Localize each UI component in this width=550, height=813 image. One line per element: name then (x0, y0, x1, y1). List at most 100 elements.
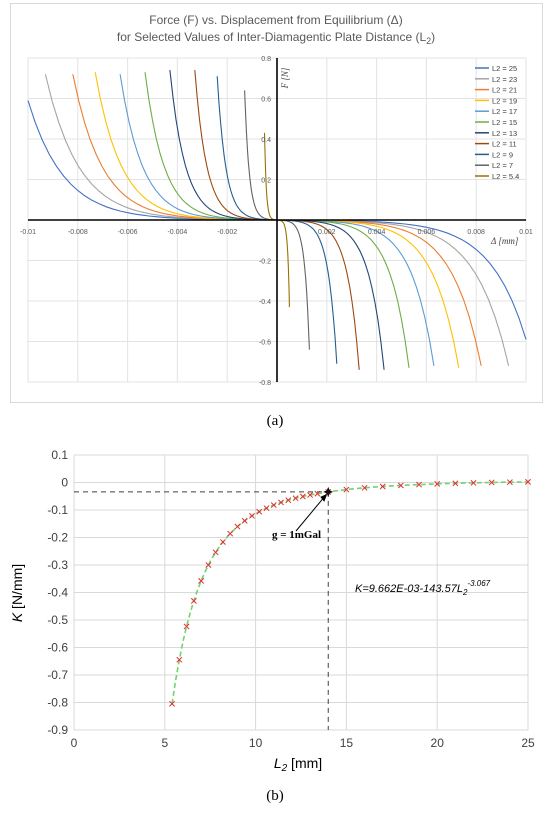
chart-b-marker-stroke (299, 493, 306, 500)
chart-b-marker-stroke (241, 517, 248, 524)
chart-b-marker-stroke (169, 700, 176, 707)
chart-b-data-point (205, 562, 212, 569)
chart-b-y-tick-label: -0.3 (47, 558, 68, 572)
chart-b-data-point (416, 481, 422, 488)
chart-b-data-point (263, 505, 270, 512)
chart-b-marker-stroke (379, 483, 386, 490)
chart-b-marker-stroke (343, 486, 350, 493)
chart-b-marker-stroke (299, 493, 306, 500)
chart-a-y-tick-label: 0.6 (261, 97, 271, 104)
chart-a-legend-label: L2 = 19 (492, 96, 517, 105)
chart-b-marker-stroke (249, 512, 255, 519)
chart-b-equation-sup: -3.067 (467, 579, 490, 588)
chart-b-equation: K=9.662E-03-143.57L2-3.067 (355, 579, 491, 597)
chart-b-y-tick-label: 0.1 (51, 448, 68, 462)
chart-b-marker-stroke (219, 539, 226, 545)
chart-a-legend-label: L2 = 11 (492, 140, 517, 149)
chart-a-tick-labels: -0.01 -0.008 -0.006 -0.004 -0.002 0.002 0.004 0… (20, 56, 533, 387)
chart-b-marker-stroke (285, 497, 292, 504)
chart-b-marker-stroke (256, 508, 263, 515)
chart-a-y-tick-label: -0.4 (259, 299, 271, 306)
chart-a-legend-label: L2 = 17 (492, 107, 517, 116)
chart-a-title-line2: for Selected Values of Inter-Diamagentic… (117, 30, 435, 46)
chart-b-x-tick-label: 15 (340, 736, 354, 750)
chart-b-marker-stroke (397, 482, 404, 489)
chart-b-marker-stroke (452, 480, 459, 487)
chart-a-y-axis-label: F [N] (280, 67, 290, 89)
chart-b-marker-stroke (234, 523, 241, 530)
chart-b-annotation-label: g = 1mGal (272, 529, 321, 541)
chart-b-marker-stroke (205, 562, 212, 569)
chart-a-x-tick-label: 0.008 (467, 229, 485, 236)
chart-b-marker-stroke (227, 530, 234, 537)
chart-b-marker-stroke (416, 481, 422, 488)
chart-a-x-tick-label: -0.006 (118, 229, 138, 236)
chart-a-legend-label: L2 = 15 (492, 118, 517, 127)
chart-b-marker-stroke (241, 517, 248, 524)
chart-b-marker-stroke (278, 499, 284, 506)
chart-b-data-point (285, 497, 292, 504)
chart-b-marker-stroke (325, 488, 332, 495)
chart-b-y-axis-label-unit: [N/mm] (9, 564, 25, 613)
chart-b-data-point (241, 517, 248, 524)
chart-a-x-tick-label: -0.002 (217, 229, 237, 236)
chart-a-x-axis-label: Δ [mm] (490, 236, 519, 246)
chart-b-data-point (183, 623, 190, 630)
chart-b-x-tick-label: 10 (249, 736, 263, 750)
chart-b-marker-stroke (452, 480, 459, 487)
chart-b-marker-stroke (198, 577, 205, 584)
chart-a: Force (F) vs. Displacement from Equilibr… (20, 13, 533, 387)
chart-b-x-tick-label: 5 (161, 736, 168, 750)
chart-b-marker-stroke (506, 479, 513, 486)
chart-a-x-tick-label: 0.01 (519, 229, 533, 236)
chart-b-marker-stroke (488, 479, 495, 486)
chart-a-y-tick-label: -0.2 (259, 259, 271, 266)
chart-b-data-point (190, 597, 197, 604)
chart-a-legend-label: L2 = 23 (492, 75, 517, 84)
chart-a-title-line2-main: for Selected Values of Inter-Diamagentic… (117, 30, 427, 44)
chart-b-data-point (343, 486, 350, 493)
chart-b-data-point (307, 492, 314, 498)
chart-b-marker-stroke (176, 656, 183, 663)
chart-b-marker-stroke (292, 495, 299, 502)
chart-a-legend-label: L2 = 25 (492, 64, 517, 73)
chart-a-x-tick-label: 0.006 (418, 229, 436, 236)
chart-b-marker-stroke (190, 597, 197, 604)
chart-b-annotation-star (323, 486, 334, 497)
chart-a-legend-label: L2 = 13 (492, 129, 517, 138)
chart-b-marker-stroke (434, 480, 441, 487)
chart-a-y-tick-label: 0.4 (261, 137, 271, 144)
chart-b-marker-stroke (488, 479, 495, 486)
chart-b-data-point (506, 479, 513, 486)
chart-b-marker-stroke (397, 482, 404, 489)
chart-a-x-tick-label: -0.004 (167, 229, 187, 236)
chart-a-x-tick-label: -0.008 (68, 229, 88, 236)
chart-b-y-tick-label: 0 (61, 476, 68, 490)
chart-b-y-tick-label: -0.1 (47, 503, 68, 517)
chart-b-marker-stroke (249, 512, 255, 519)
chart-b-data-point (234, 523, 241, 530)
chart-b-data-point (212, 549, 219, 556)
chart-b-y-tick-label: -0.4 (47, 586, 68, 600)
chart-b-annotation-arrow-line (295, 495, 326, 532)
chart-b-marker-stroke (183, 623, 190, 630)
chart-a-legend-label: L2 = 7 (492, 161, 513, 170)
chart-b-data-point (361, 484, 368, 491)
chart-a-y-tick-label: -0.8 (259, 380, 271, 387)
chart-b-annotation (295, 486, 334, 532)
chart-b-marker-stroke (219, 539, 226, 545)
chart-b-marker-stroke (525, 478, 531, 485)
chart-a-legend-label: L2 = 9 (492, 150, 513, 159)
chart-b-marker-stroke (176, 656, 183, 663)
chart-b-data-point (325, 488, 332, 495)
chart-a-frame (10, 3, 543, 403)
chart-b-y-tick-label: -0.6 (47, 641, 68, 655)
chart-b-marker-stroke (470, 479, 477, 486)
chart-b-data-point (219, 539, 226, 545)
chart-b-guide-lines (74, 491, 329, 730)
chart-a-title-line2-sub: 2 (426, 36, 431, 46)
chart-b-marker-stroke (270, 502, 277, 509)
chart-b-x-tick-label: 0 (71, 736, 78, 750)
chart-a-title-line2-end: ) (431, 30, 435, 44)
chart-b-y-tick-label: -0.2 (47, 531, 68, 545)
